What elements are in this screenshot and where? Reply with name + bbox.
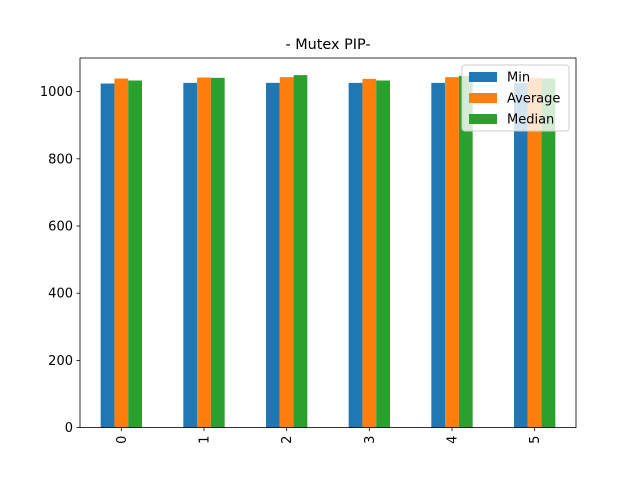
bar-series-min [100, 82, 528, 428]
legend-swatch-min [469, 72, 497, 82]
chart-title: - Mutex PIP- [285, 37, 370, 53]
x-tick-label: 5 [528, 436, 543, 444]
y-tick-label: 400 [48, 287, 73, 302]
y-tick-label: 600 [48, 220, 73, 235]
x-axis: 0 1 2 3 4 5 [115, 427, 543, 444]
x-tick-label: 0 [115, 436, 130, 444]
legend-label-min: Min [507, 71, 530, 86]
y-tick-label: 200 [48, 354, 73, 369]
bar-average-2 [279, 77, 294, 428]
legend-swatch-average [469, 93, 497, 103]
bar-average-4 [445, 77, 459, 428]
bar-average-3 [362, 78, 377, 428]
y-tick-label: 0 [65, 421, 73, 436]
bar-min-1 [183, 82, 198, 428]
bar-average-5 [527, 77, 542, 428]
bar-median-2 [293, 75, 308, 428]
bar-series-median [128, 75, 556, 428]
x-tick-label: 1 [198, 436, 213, 444]
legend-label-average: Average [507, 92, 560, 107]
bar-min-3 [348, 82, 363, 428]
x-tick-label: 4 [446, 436, 461, 444]
plot-frame [79, 57, 577, 429]
bar-median-5 [541, 78, 556, 428]
bar-min-2 [266, 82, 280, 428]
x-tick-label: 2 [280, 436, 295, 444]
legend: Min Average Median [461, 64, 570, 132]
bar-min-5 [514, 82, 528, 428]
bar-series-group [100, 75, 556, 428]
bar-median-1 [210, 77, 225, 428]
x-tick-label: 3 [363, 436, 378, 444]
legend-label-median: Median [507, 113, 554, 128]
bar-average-1 [197, 77, 211, 428]
bar-min-4 [431, 82, 446, 428]
bar-series-average [114, 77, 542, 428]
y-tick-label: 1000 [40, 85, 73, 100]
y-tick-label: 800 [48, 152, 73, 167]
y-axis: 0 200 400 600 800 1000 [40, 85, 80, 436]
bar-median-3 [376, 80, 390, 428]
bar-median-4 [458, 75, 473, 428]
bar-median-0 [128, 80, 142, 428]
bar-average-0 [114, 78, 129, 428]
legend-swatch-median [469, 114, 497, 124]
bar-min-0 [100, 83, 115, 428]
